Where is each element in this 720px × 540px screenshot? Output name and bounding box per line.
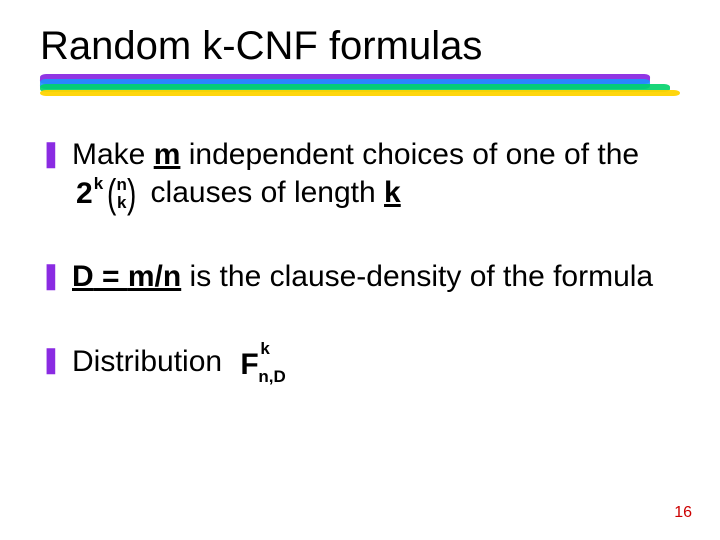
paren-left-icon: ( [107, 178, 116, 210]
paren-right-icon: ) [127, 178, 136, 210]
f2-sub-n: n [258, 367, 268, 386]
slide: Random k-CNF formulas ❚ Make m independe… [0, 0, 720, 540]
b1-mid1: independent choices of one of the [180, 138, 639, 171]
title-underline [40, 74, 680, 100]
f1-sup: k [94, 173, 103, 194]
bullet-3: ❚ Distribution F k n,D [40, 342, 680, 384]
bullet-2: ❚ D = m/n is the clause-density of the f… [40, 258, 680, 296]
slide-body: ❚ Make m independent choices of one of t… [40, 136, 680, 384]
b2-delta: D [72, 260, 94, 293]
f1-base: 2 [76, 175, 93, 213]
f1-binom-stack: nk [116, 176, 126, 212]
b2-eq: = [94, 260, 128, 293]
f2-sup: k [260, 338, 269, 359]
f2-F: F [240, 346, 258, 384]
f1-binom: (nk) [105, 176, 138, 212]
bullet-marker-icon: ❚ [40, 258, 66, 293]
f1-binom-bot: k [116, 194, 126, 212]
b2-tail: is the clause-density of the formula [181, 260, 653, 293]
underline-stroke-4 [40, 90, 680, 96]
b1-m: m [154, 138, 181, 171]
bullet-1: ❚ Make m independent choices of one of t… [40, 136, 680, 212]
bullet-1-text: Make m independent choices of one of the… [72, 136, 680, 212]
b2-mn: m/n [128, 260, 181, 293]
b1-mid2: clauses of length [142, 176, 384, 209]
page-number: 16 [674, 504, 692, 522]
formula-2k-binom: 2k(nk) [76, 175, 138, 213]
bullet-marker-icon: ❚ [40, 136, 66, 171]
f1-binom-top: n [116, 176, 126, 194]
b1-pre: Make [72, 138, 154, 171]
bullet-marker-icon: ❚ [40, 342, 66, 377]
b3-label: Distribution [72, 345, 222, 378]
slide-title: Random k-CNF formulas [40, 24, 680, 68]
f2-sub-delta: D [274, 367, 286, 386]
bullet-2-text: D = m/n is the clause-density of the for… [72, 258, 680, 296]
formula-F-k-n-delta: F k n,D [240, 342, 290, 384]
bullet-3-text: Distribution F k n,D [72, 342, 680, 384]
b1-k: k [384, 176, 401, 209]
f2-sub: n,D [258, 366, 285, 387]
